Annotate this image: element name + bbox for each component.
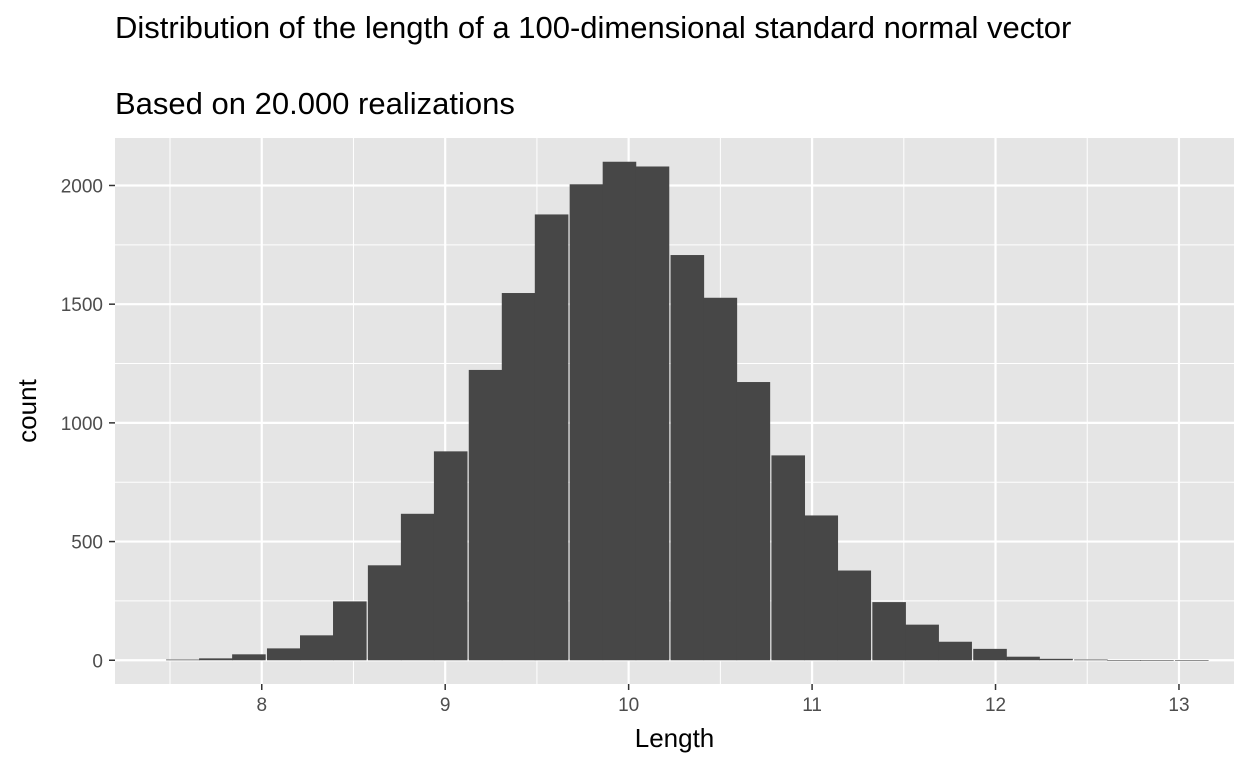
x-tick-label: 12: [985, 695, 1006, 716]
chart-subtitle: Based on 20.000 realizations: [115, 86, 515, 121]
histogram-bar: [1107, 660, 1141, 661]
histogram-bar: [1074, 659, 1108, 661]
histogram-bar: [736, 382, 771, 661]
x-tick-label: 9: [440, 695, 451, 716]
histogram-bar: [1039, 658, 1073, 661]
histogram-bar: [703, 297, 738, 661]
histogram-bar: [333, 601, 367, 661]
histogram-bar: [973, 648, 1007, 661]
y-axis: 0 500 1000 1500 2000: [61, 176, 115, 672]
histogram-bar: [872, 602, 906, 661]
y-axis-title: count: [12, 378, 42, 442]
histogram-bar: [804, 515, 839, 661]
histogram-bar: [300, 635, 334, 661]
x-axis-title: Length: [635, 723, 715, 753]
histogram-bar: [468, 369, 503, 661]
histogram-bar: [569, 184, 604, 661]
histogram-bar: [837, 570, 872, 661]
histogram-bar: [938, 641, 972, 661]
histogram-bar: [602, 161, 637, 661]
histogram-bar: [670, 255, 705, 661]
histogram-bar: [166, 659, 200, 661]
x-tick-label: 10: [618, 695, 639, 716]
histogram-bar: [367, 565, 402, 661]
histogram-bar: [1175, 660, 1209, 661]
y-tick-label: 1500: [61, 295, 103, 316]
histogram-bar: [266, 648, 301, 661]
x-tick-label: 8: [256, 695, 267, 716]
histogram-bar: [199, 658, 233, 661]
histogram-bar: [771, 455, 806, 661]
chart-title: Distribution of the length of a 100-dime…: [115, 10, 1072, 45]
y-tick-label: 1000: [61, 414, 103, 435]
y-tick-label: 0: [92, 651, 103, 672]
y-tick-label: 500: [71, 533, 103, 554]
histogram-bar: [905, 624, 939, 661]
histogram-bar: [1140, 660, 1174, 661]
x-tick-label: 11: [802, 695, 822, 716]
histogram-bar: [534, 214, 569, 661]
histogram-bars: [166, 161, 1209, 661]
histogram-bar: [635, 166, 670, 661]
histogram-bar: [232, 654, 266, 661]
histogram-bar: [1006, 656, 1040, 661]
x-axis: 8 9 10 11 12 13: [256, 684, 1190, 716]
histogram-bar: [433, 451, 468, 661]
x-tick-label: 13: [1168, 695, 1189, 716]
histogram-bar: [501, 293, 536, 661]
histogram-bar: [400, 513, 435, 661]
y-tick-label: 2000: [61, 176, 103, 197]
